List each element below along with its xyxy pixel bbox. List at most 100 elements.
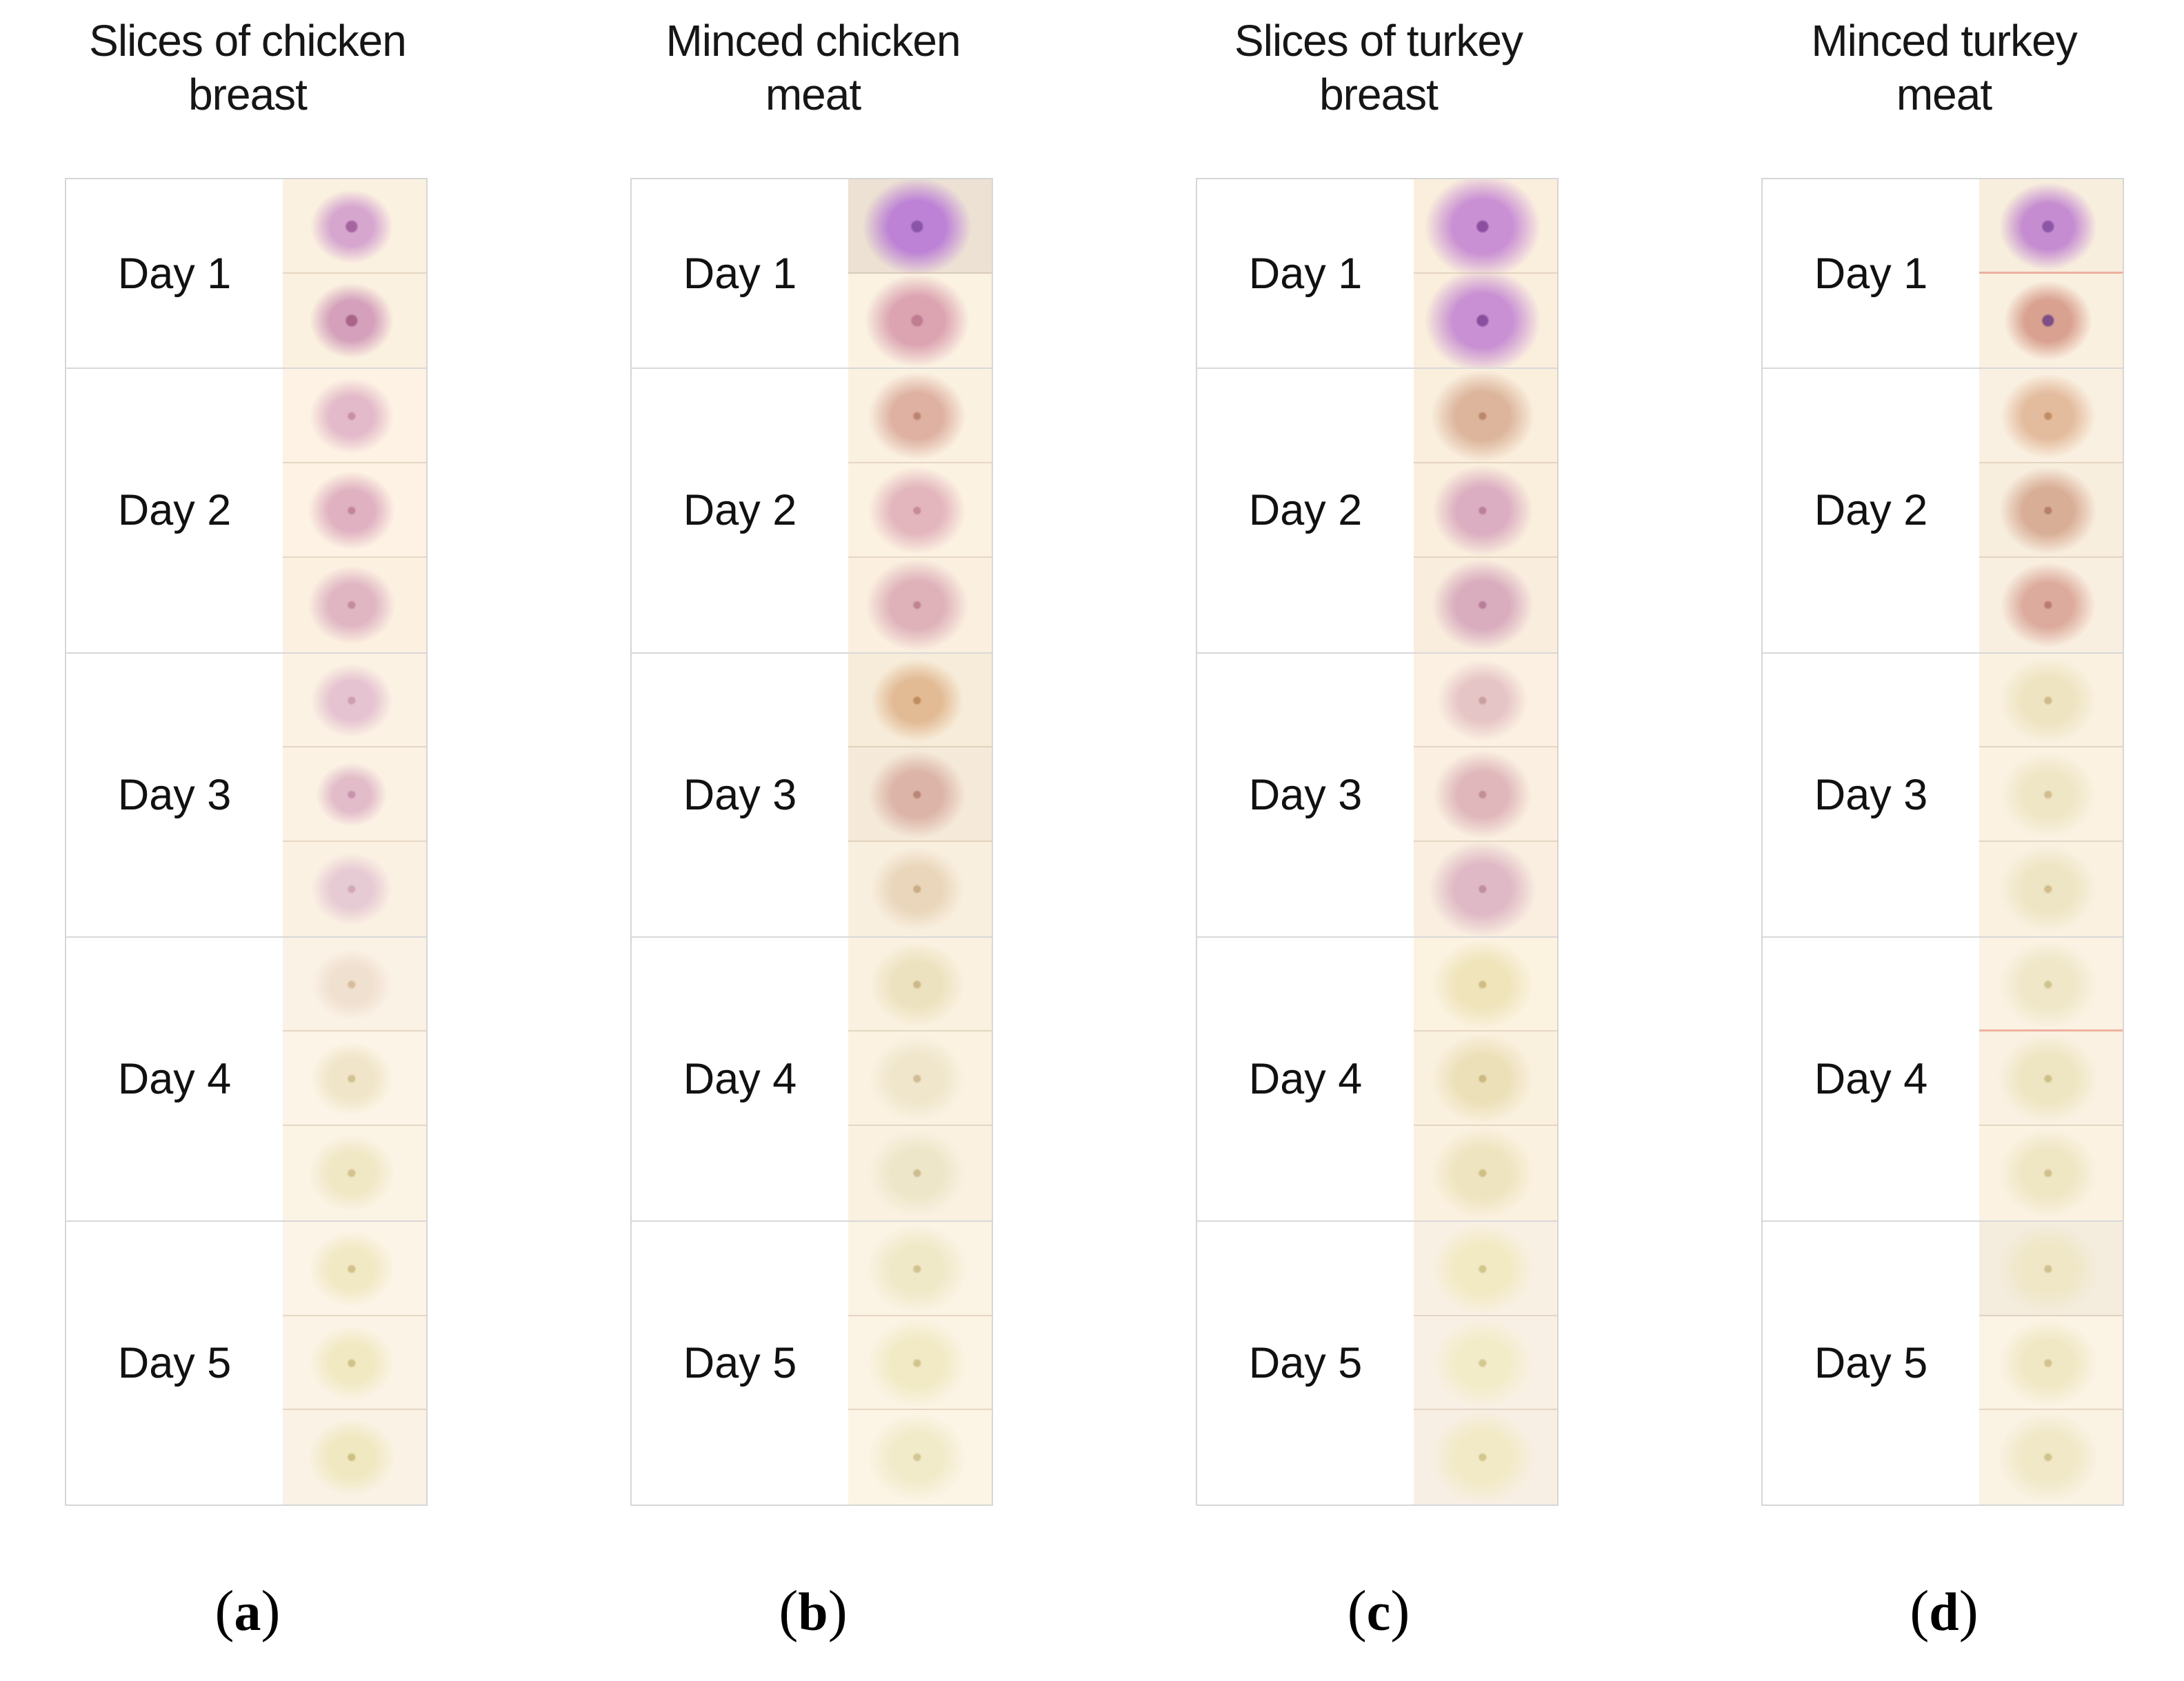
spot-photo-stack bbox=[1979, 179, 2123, 368]
sensor-spot-photo bbox=[1414, 747, 1557, 842]
sensor-spot-photo bbox=[283, 1031, 426, 1127]
day-label: Day 1 bbox=[117, 249, 232, 298]
day-row: Day 4 bbox=[632, 937, 992, 1222]
panel-a: Slices of chicken breast Day 1 Day 2 Day 3 Da… bbox=[65, 0, 430, 1681]
day-cell: Day 1 bbox=[632, 179, 848, 368]
sensor-spot-photo bbox=[1979, 179, 2123, 274]
day-row: Day 1 bbox=[1197, 179, 1557, 370]
day-cell: Day 2 bbox=[632, 369, 848, 652]
sensor-spot-photo bbox=[1414, 653, 1557, 748]
sensor-spot-photo bbox=[1979, 1410, 2123, 1504]
panel-title-line: Minced chicken bbox=[665, 16, 961, 66]
panel-caption: (a) bbox=[65, 1578, 430, 1644]
sensor-spot-photo bbox=[283, 747, 426, 842]
caption-paren-close: ) bbox=[828, 1579, 848, 1643]
sensor-spot-photo bbox=[1414, 273, 1557, 368]
day-label: Day 1 bbox=[1814, 249, 1928, 298]
sensor-spot-photo bbox=[1414, 937, 1557, 1032]
sensor-spot-photo bbox=[848, 463, 992, 558]
sensor-spot-photo bbox=[1979, 1126, 2123, 1220]
day-row: Day 4 bbox=[1197, 937, 1557, 1222]
spot-photo-stack bbox=[1414, 179, 1557, 368]
day-cell: Day 3 bbox=[1197, 653, 1414, 936]
day-row: Day 4 bbox=[1763, 937, 2123, 1222]
spot-photo-stack bbox=[1979, 369, 2123, 652]
sensor-spot-photo bbox=[1979, 653, 2123, 748]
sensor-spot-photo bbox=[848, 179, 992, 274]
day-cell: Day 3 bbox=[1763, 653, 1979, 936]
day-label: Day 3 bbox=[683, 770, 797, 819]
spot-photo-stack bbox=[283, 369, 426, 652]
sensor-spot-photo bbox=[848, 1126, 992, 1220]
sensor-spot-photo bbox=[848, 842, 992, 936]
day-row: Day 5 bbox=[1197, 1221, 1557, 1504]
day-row: Day 3 bbox=[632, 653, 992, 938]
spot-photo-stack bbox=[848, 653, 992, 936]
sensor-spot-photo bbox=[1414, 463, 1557, 558]
freshness-table: Day 1 Day 2 Day 3 Day 4 Day 5 bbox=[1761, 178, 2124, 1506]
sensor-spot-photo bbox=[848, 747, 992, 842]
day-cell: Day 2 bbox=[1197, 369, 1414, 652]
sensor-spot-photo bbox=[1414, 1316, 1557, 1411]
day-label: Day 1 bbox=[1248, 249, 1363, 298]
sensor-spot-photo bbox=[283, 937, 426, 1032]
spot-photo-stack bbox=[283, 179, 426, 368]
sensor-spot-photo bbox=[283, 1221, 426, 1316]
sensor-spot-photo bbox=[1979, 1031, 2123, 1127]
panel-title: Minced turkey meat bbox=[1713, 14, 2175, 121]
spot-photo-stack bbox=[1979, 653, 2123, 936]
panel-title-line: Slices of turkey bbox=[1234, 16, 1523, 66]
caption-paren-close: ) bbox=[261, 1579, 281, 1643]
day-label: Day 4 bbox=[1814, 1054, 1928, 1103]
sensor-spot-photo bbox=[1414, 842, 1557, 936]
sensor-spot-photo bbox=[283, 369, 426, 464]
day-row: Day 4 bbox=[66, 937, 426, 1222]
spot-photo-stack bbox=[1979, 937, 2123, 1220]
day-cell: Day 5 bbox=[66, 1221, 283, 1504]
sensor-spot-photo bbox=[848, 1031, 992, 1127]
spot-photo-stack bbox=[283, 1221, 426, 1504]
spot-photo-stack bbox=[283, 653, 426, 936]
panel-c: Slices of turkey breast Day 1 Day 2 Day 3 Day… bbox=[1196, 0, 1561, 1681]
day-cell: Day 1 bbox=[66, 179, 283, 368]
day-row: Day 1 bbox=[632, 179, 992, 370]
day-cell: Day 4 bbox=[1197, 937, 1414, 1220]
day-row: Day 5 bbox=[632, 1221, 992, 1504]
day-label: Day 2 bbox=[1248, 486, 1363, 535]
day-row: Day 2 bbox=[1197, 369, 1557, 654]
sensor-spot-photo bbox=[1414, 557, 1557, 652]
day-cell: Day 4 bbox=[632, 937, 848, 1220]
panel-title-line: Slices of chicken bbox=[89, 16, 407, 66]
sensor-spot-photo bbox=[283, 1410, 426, 1504]
panel-caption: (d) bbox=[1761, 1578, 2127, 1644]
caption-letter: d bbox=[1929, 1582, 1959, 1642]
day-label: Day 5 bbox=[683, 1338, 797, 1387]
day-label: Day 5 bbox=[117, 1338, 232, 1387]
panel-caption: (c) bbox=[1196, 1578, 1561, 1644]
sensor-spot-photo bbox=[1979, 1316, 2123, 1411]
day-label: Day 2 bbox=[1814, 486, 1928, 535]
day-cell: Day 1 bbox=[1763, 179, 1979, 368]
day-label: Day 4 bbox=[1248, 1054, 1363, 1103]
sensor-spot-photo bbox=[1979, 369, 2123, 464]
caption-letter: b bbox=[798, 1582, 828, 1642]
spot-photo-stack bbox=[1979, 1221, 2123, 1504]
panel-title: Slices of turkey breast bbox=[1148, 14, 1610, 121]
day-row: Day 2 bbox=[66, 369, 426, 654]
caption-letter: c bbox=[1366, 1582, 1391, 1642]
freshness-table: Day 1 Day 2 Day 3 Day 4 Day 5 bbox=[630, 178, 993, 1506]
sensor-spot-photo bbox=[848, 557, 992, 652]
day-cell: Day 3 bbox=[66, 653, 283, 936]
caption-paren-open: ( bbox=[779, 1579, 799, 1643]
sensor-spot-photo bbox=[1979, 273, 2123, 368]
day-cell: Day 5 bbox=[1763, 1221, 1979, 1504]
day-row: Day 3 bbox=[66, 653, 426, 938]
sensor-spot-photo bbox=[1414, 369, 1557, 464]
day-label: Day 4 bbox=[683, 1054, 797, 1103]
sensor-spot-photo bbox=[1979, 463, 2123, 558]
caption-paren-close: ) bbox=[1390, 1579, 1410, 1643]
day-label: Day 4 bbox=[117, 1054, 232, 1103]
sensor-spot-photo bbox=[283, 557, 426, 652]
spot-photo-stack bbox=[848, 1221, 992, 1504]
panel-caption: (b) bbox=[630, 1578, 996, 1644]
